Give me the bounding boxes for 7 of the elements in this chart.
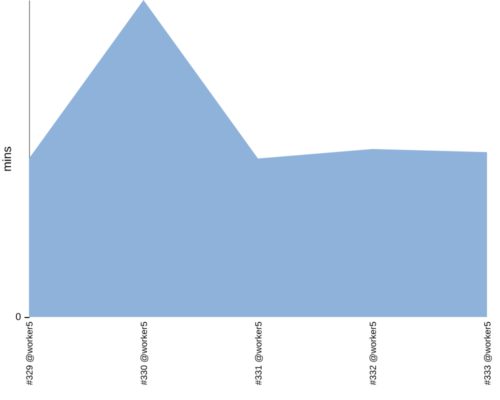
x-tick-label: #333 @worker5 <box>482 322 492 386</box>
x-tick-label: #332 @worker5 <box>368 322 378 386</box>
x-tick-label: #329 @worker5 <box>24 322 34 386</box>
y-axis-title: mins <box>0 146 14 172</box>
x-tick-label: #330 @worker5 <box>139 322 149 386</box>
annotation: 0 <box>15 312 22 323</box>
x-tick-label: #331 @worker5 <box>254 322 264 386</box>
